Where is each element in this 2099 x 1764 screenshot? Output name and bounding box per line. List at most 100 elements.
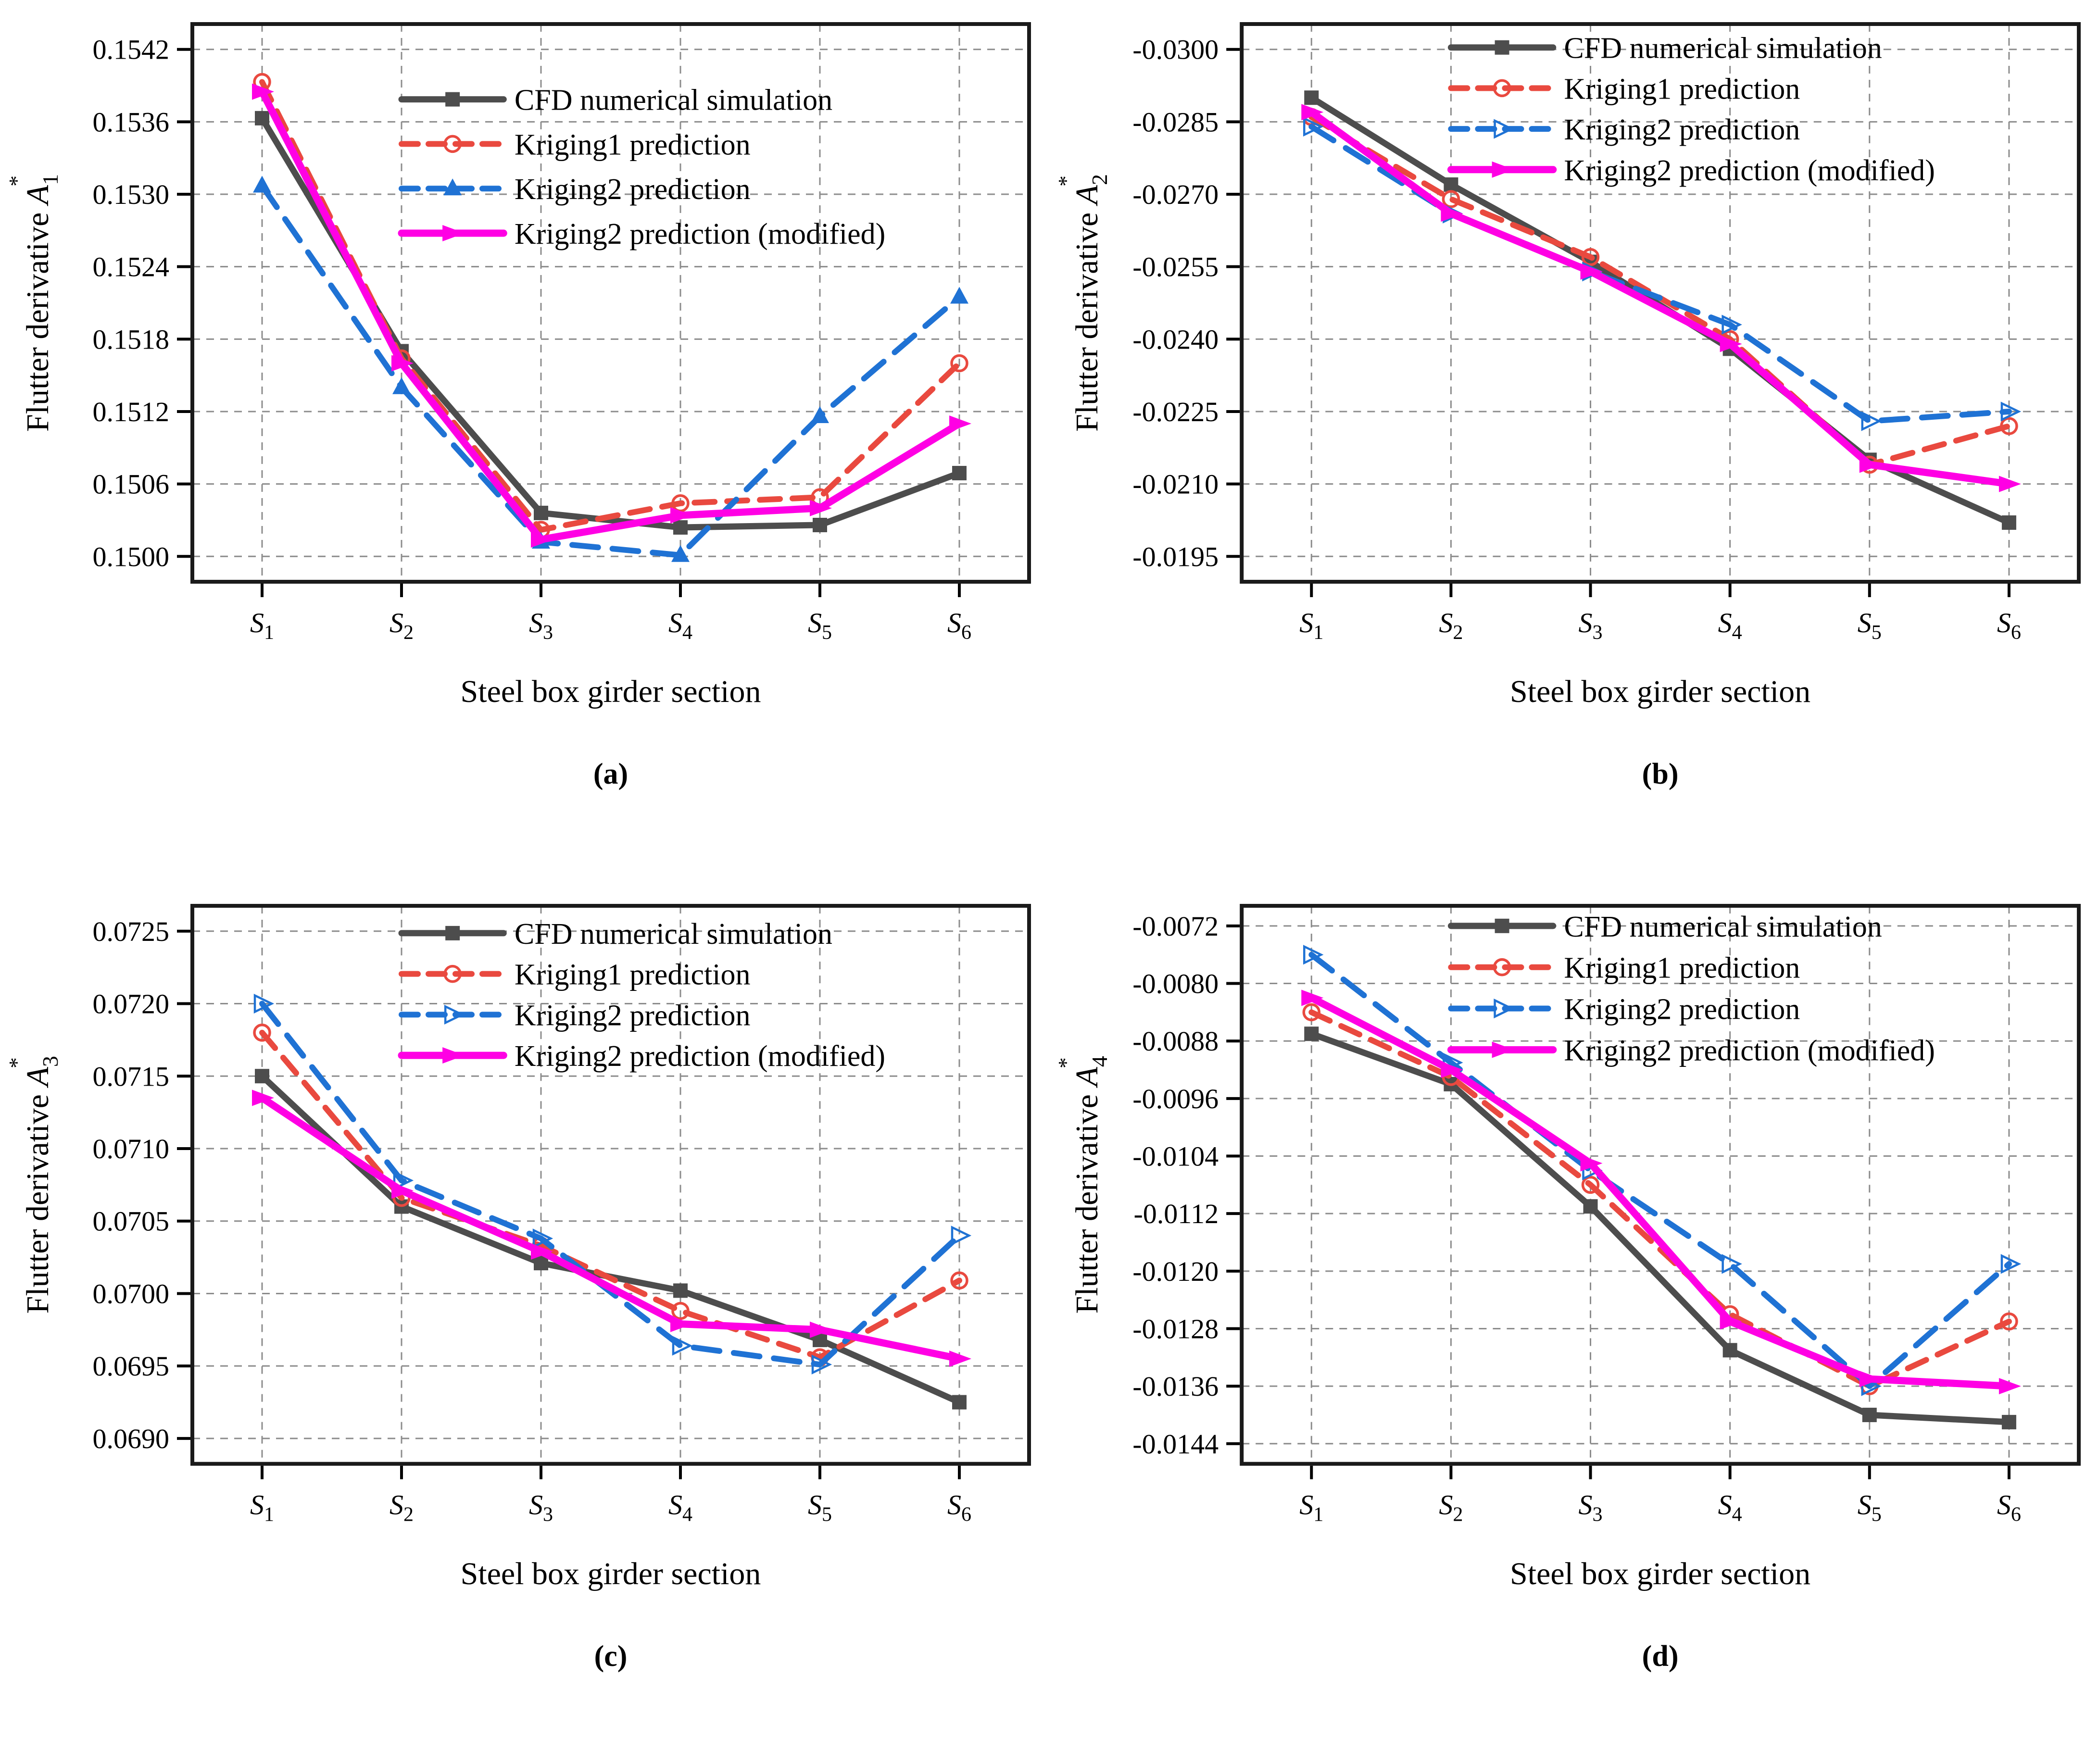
gridlines [192, 24, 1029, 582]
marker-square [1495, 918, 1509, 933]
x-tick-label: S3 [529, 607, 553, 644]
x-tick-label: S2 [1439, 607, 1463, 644]
chart-c: 0.0725 0.0720 0.0715 0.0710 0.0705 0.0700 0.06… [0, 882, 1049, 1764]
marker-circle-open [671, 1301, 690, 1320]
y-tick-label: -0.0270 [1132, 179, 1219, 210]
marker-arrow-filled [1998, 1378, 2021, 1395]
legend-item-k1: Kriging1 prediction [1448, 73, 1800, 105]
marker-square [952, 1395, 967, 1410]
y-tick-label: 0.1512 [93, 396, 170, 427]
marker-arrow-filled [1301, 989, 1324, 1006]
y-tick-label: -0.0104 [1132, 1141, 1219, 1172]
marker-arrow-filled [391, 355, 414, 372]
y-tick-label: -0.0225 [1132, 396, 1219, 427]
legend-item-k1: Kriging1 prediction [399, 959, 751, 991]
marker-circle-open [1493, 958, 1511, 976]
marker-tri-right-open [532, 1228, 553, 1249]
marker-tri-right-open [2000, 1254, 2022, 1274]
y-tick-label: 0.0690 [93, 1423, 169, 1454]
gridlines [192, 906, 1029, 1464]
y-tick-label: 0.0725 [93, 916, 169, 947]
y-tick-label: -0.0210 [1132, 469, 1219, 500]
y-axis: -0.0072 -0.0080 -0.0088 -0.0096 -0.0104 -0.01… [1132, 911, 1240, 1460]
legend-label: Kriging2 prediction [515, 173, 751, 206]
y-tick-label: -0.0136 [1132, 1371, 1219, 1402]
legend-label: Kriging2 prediction (modified) [1564, 1034, 1935, 1067]
marker-circle-open [443, 135, 462, 153]
y-tick-label: 0.0695 [93, 1351, 169, 1382]
marker-square [1304, 1026, 1319, 1041]
x-tick-label: S3 [1579, 607, 1603, 644]
marker-arrow-filled [442, 1047, 465, 1064]
marker-circle-open [1581, 248, 1600, 266]
x-tick-label: S1 [1299, 1489, 1323, 1526]
series-k2 [253, 993, 972, 1375]
marker-arrow-filled [531, 1243, 553, 1260]
plot-frame [1240, 904, 2081, 1466]
marker-circle-open [253, 1024, 271, 1042]
plot-frame [1240, 22, 2081, 584]
marker-arrow-filled [1859, 1371, 1882, 1388]
marker-tri-right-open [951, 1226, 972, 1246]
marker-tri-right-open [1303, 116, 1324, 137]
x-tick-label: S4 [668, 607, 692, 644]
chart-b: -0.0300 -0.0285 -0.0270 -0.0255 -0.0240 -0.02… [1049, 0, 2099, 882]
marker-tri-up-filled [811, 406, 829, 424]
marker-arrow-filled [1998, 475, 2021, 492]
x-tick-label: S3 [1579, 1489, 1603, 1526]
marker-square [1862, 1407, 1877, 1422]
y-tick-label: -0.0080 [1132, 968, 1219, 1000]
x-axis: S1 S2 S3 S4 S5 S6 [250, 1465, 971, 1526]
marker-arrow-filled [1441, 1062, 1463, 1078]
marker-circle-open [2000, 1312, 2018, 1331]
marker-arrow-filled [391, 1182, 414, 1199]
y-tick-label: -0.0144 [1132, 1428, 1219, 1460]
marker-square [952, 466, 967, 481]
y-tick-label: -0.0195 [1132, 541, 1219, 572]
x-tick-label: S4 [1718, 607, 1742, 644]
y-tick-label: -0.0096 [1132, 1083, 1219, 1114]
y-axis-title: Flutter derivative A3* [4, 1056, 63, 1314]
legend-item-cfd: CFD numerical simulation [1447, 911, 1882, 943]
plot-frame [190, 904, 1031, 1466]
legend: CFD numerical simulation Kriging1 predict… [398, 918, 885, 1073]
y-tick-label: 0.0715 [93, 1061, 169, 1092]
series-mod [1301, 989, 2021, 1395]
marker-circle-open [1581, 1176, 1600, 1194]
marker-square [534, 505, 548, 520]
marker-square [445, 926, 460, 940]
x-tick-label: S1 [250, 1489, 274, 1526]
marker-square [534, 1256, 548, 1271]
marker-arrow-filled [1720, 1313, 1742, 1330]
legend-label: Kriging2 prediction [1564, 113, 1800, 146]
x-axis-title: Steel box girder section [1510, 1556, 1810, 1591]
x-tick-label: S5 [808, 607, 832, 644]
plot-frame [190, 22, 1031, 584]
marker-square [1444, 177, 1458, 192]
panel-background [0, 882, 1049, 1764]
marker-arrow-filled [1720, 336, 1742, 352]
marker-tri-right-open [1494, 119, 1514, 139]
y-tick-label: 0.1542 [93, 34, 170, 65]
panel-caption: (a) [593, 758, 628, 790]
legend-label: Kriging1 prediction [1564, 952, 1800, 985]
y-tick-label: -0.0128 [1132, 1313, 1219, 1344]
marker-square [1304, 90, 1319, 105]
x-tick-label: S2 [390, 607, 414, 644]
marker-circle-open [950, 1271, 968, 1290]
marker-tri-right-open [1861, 411, 1882, 431]
x-tick-label: S6 [947, 1489, 971, 1526]
series-mod [1301, 104, 2021, 492]
legend-label: Kriging2 prediction (modified) [515, 1040, 885, 1073]
panel-background [1049, 0, 2099, 882]
marker-tri-right-open [811, 1354, 832, 1375]
marker-arrow-filled [1441, 205, 1463, 222]
legend-item-cfd: CFD numerical simulation [1447, 32, 1882, 65]
marker-arrow-filled [949, 415, 971, 432]
marker-circle-open [1493, 79, 1511, 98]
legend-item-k2: Kriging2 prediction [1448, 113, 1800, 146]
y-tick-label: -0.0072 [1132, 911, 1219, 942]
marker-square [2001, 515, 2016, 530]
legend-item-mod: Kriging2 prediction (modified) [398, 218, 885, 250]
